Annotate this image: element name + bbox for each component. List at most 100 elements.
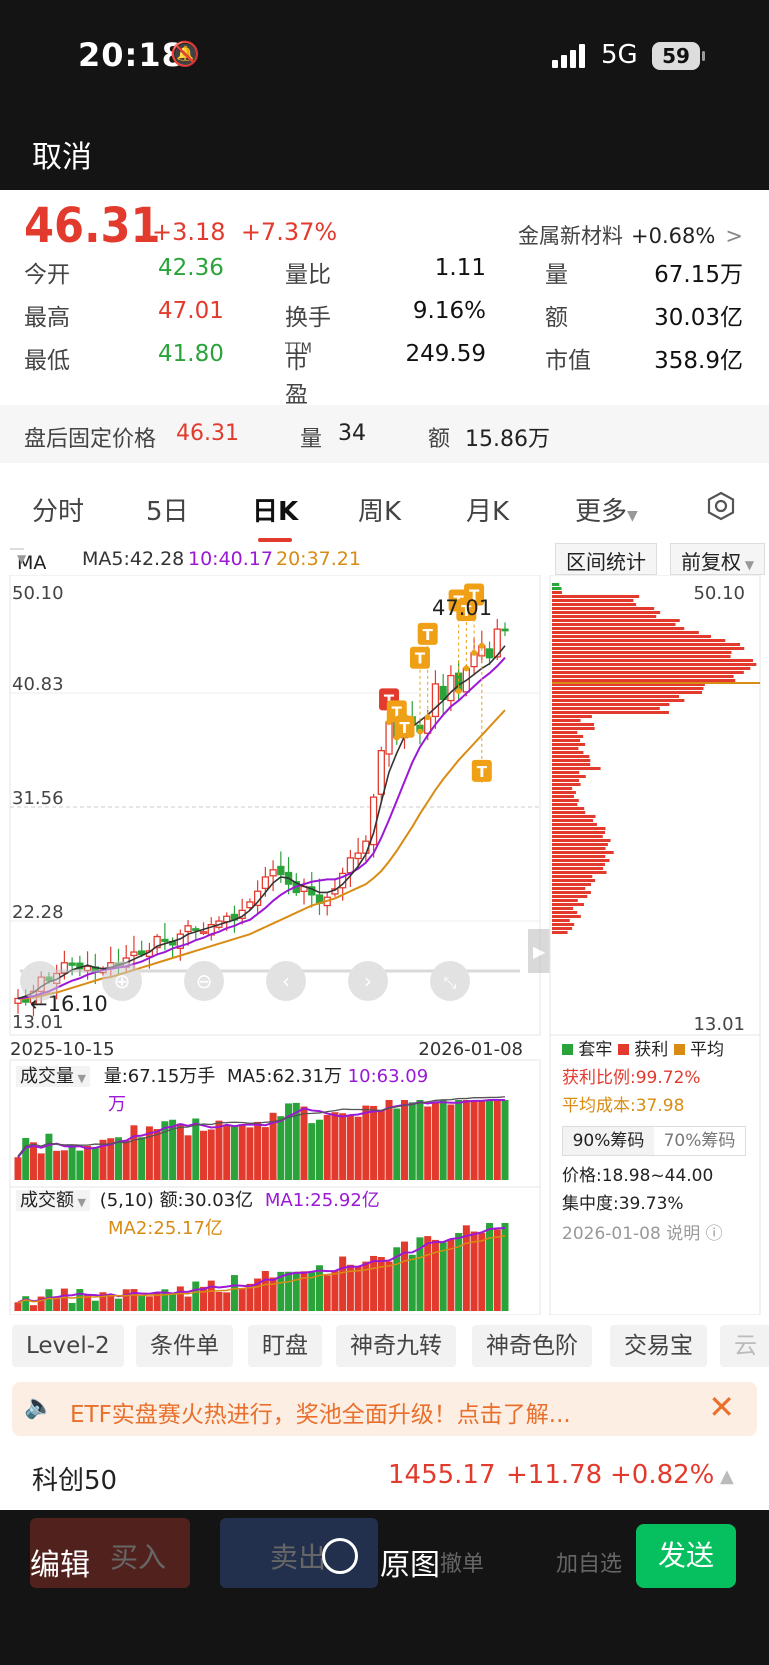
chip-bar: [552, 815, 596, 818]
volume-bar: [370, 1105, 378, 1180]
volume-bar: [331, 1112, 339, 1180]
index-ticker[interactable]: 科创50 1455.17 +11.78 +0.82% ▲: [0, 1440, 769, 1510]
amount-bar: [416, 1237, 424, 1311]
chip-bar: [552, 911, 578, 914]
amount-bar: [76, 1289, 84, 1311]
volume-legend: 成交量 ▼ 量:67.15万手 MA5:62.31万 10:63.09 万: [16, 1064, 436, 1118]
chip-bar: [552, 739, 581, 742]
amount-bar: [122, 1289, 130, 1311]
tab-weekly-k[interactable]: 周K: [358, 497, 402, 527]
chip-bar: [552, 771, 580, 774]
y-tick: 50.10: [12, 583, 64, 604]
svg-text:⊕: ⊕: [114, 969, 131, 993]
tab-more[interactable]: 更多▼: [575, 497, 638, 527]
period-tabs: 分时 5日 日K 周K 月K 更多▼: [0, 475, 769, 542]
tag-magic-color[interactable]: 神奇色阶: [472, 1325, 592, 1367]
chip-bar: [552, 843, 608, 846]
chip-date-note[interactable]: 2026-01-08 说明 ⓘ: [562, 1224, 723, 1244]
ma-selector[interactable]: MA ▼: [10, 548, 46, 574]
volume-bar: [207, 1129, 215, 1180]
amount-bar: [60, 1288, 68, 1311]
chip-bar: [552, 707, 660, 710]
svg-text:T: T: [461, 602, 472, 620]
amount-bar: [447, 1239, 455, 1311]
tab-chip-90[interactable]: 90%筹码: [563, 1127, 654, 1155]
tab-chip-70[interactable]: 70%筹码: [663, 1131, 736, 1151]
volume-bar: [76, 1150, 84, 1180]
tag-trade-treasure[interactable]: 交易宝: [610, 1325, 707, 1367]
chip-top: 50.10: [693, 583, 745, 604]
close-icon[interactable]: ✕: [708, 1388, 735, 1426]
tag-magic-nine[interactable]: 神奇九转: [336, 1325, 456, 1367]
chip-bar: [552, 823, 597, 826]
feature-tags: Level-2 条件单 盯盘 神奇九转 神奇色阶 交易宝 云: [0, 1325, 769, 1369]
amount-bar: [292, 1271, 300, 1311]
amount-bar: [246, 1283, 254, 1311]
candle: [315, 878, 324, 915]
volume-selector[interactable]: 成交量 ▼: [16, 1066, 90, 1087]
amount-bar: [339, 1256, 347, 1311]
amount-bar: [331, 1270, 339, 1311]
next-icon: ›: [348, 961, 388, 1001]
x-start-date: 2025-10-15: [10, 1039, 115, 1060]
tag-condition-order[interactable]: 条件单: [136, 1325, 233, 1367]
amount-ma1-line: [17, 1226, 506, 1304]
volume-bar: [416, 1100, 424, 1180]
chip-bar: [552, 871, 607, 874]
tag-watch[interactable]: 盯盘: [248, 1325, 322, 1367]
tab-daily-k[interactable]: 日K: [252, 491, 298, 542]
volume-bar: [424, 1106, 432, 1180]
volume-bar: [277, 1116, 285, 1180]
volume-bar: [169, 1119, 177, 1180]
volume-bar: [153, 1129, 161, 1180]
volume-bar: [161, 1121, 169, 1180]
tab-intraday[interactable]: 分时: [32, 497, 85, 527]
chip-bar: [552, 751, 584, 754]
tag-level2[interactable]: Level-2: [12, 1325, 124, 1367]
interval-stats-button[interactable]: 区间统计: [555, 543, 657, 575]
candle: [485, 641, 494, 666]
chip-bar: [552, 627, 685, 630]
svg-text:T: T: [399, 719, 410, 737]
chip-bar: [552, 699, 685, 702]
chip-bar: [552, 775, 586, 778]
tab-monthly-k[interactable]: 月K: [466, 497, 510, 527]
sector-link[interactable]: 金属新材料 +0.68% >: [518, 224, 743, 248]
candles: [14, 618, 509, 1017]
promo-banner[interactable]: 🔈 ETF实盘赛火热进行，奖池全面升级！点击了解... ✕: [12, 1382, 757, 1436]
adjust-type-button[interactable]: 前复权 ▼: [670, 543, 766, 575]
edit-button[interactable]: 编辑: [30, 1548, 90, 1583]
volume-bar: [308, 1123, 316, 1180]
tab-5day[interactable]: 5日: [146, 497, 189, 527]
volume-bar: [462, 1100, 470, 1180]
chip-distribution: [552, 583, 757, 934]
chip-bar: [552, 691, 703, 694]
volume-bar: [230, 1125, 238, 1180]
chip-bar: [552, 663, 757, 666]
signal-icon: [552, 44, 585, 68]
svg-text:›: ›: [364, 969, 372, 993]
tag-cloud[interactable]: 云: [720, 1325, 769, 1367]
cancel-button[interactable]: 取消: [32, 140, 92, 175]
svg-text:T: T: [477, 763, 488, 781]
settings-hexagon-icon[interactable]: [706, 491, 736, 521]
candle: [385, 717, 393, 767]
volume-bar: [45, 1133, 53, 1180]
candle: [300, 878, 308, 905]
volume-bar: [431, 1102, 439, 1180]
chip-bar: [552, 835, 603, 838]
amount-selector[interactable]: 成交额 ▼: [16, 1190, 90, 1211]
original-radio[interactable]: [322, 1538, 358, 1574]
svg-text:T: T: [392, 703, 403, 721]
price-change: +3.18 +7.37%: [152, 218, 338, 246]
chip-bar: [552, 599, 634, 602]
volume-bar: [60, 1150, 68, 1180]
amount-bar: [130, 1289, 138, 1311]
ma5-value: MA5:42.28: [82, 548, 185, 570]
chip-bar: [552, 779, 580, 782]
send-button[interactable]: 发送: [636, 1524, 736, 1588]
expand-panel-icon: [528, 929, 550, 973]
kline-chart[interactable]: 50.10 40.83 31.56 22.28 13.01 TTTTTTTTT …: [0, 575, 769, 1315]
original-label[interactable]: 原图: [380, 1548, 440, 1583]
amount-bar: [215, 1292, 223, 1311]
